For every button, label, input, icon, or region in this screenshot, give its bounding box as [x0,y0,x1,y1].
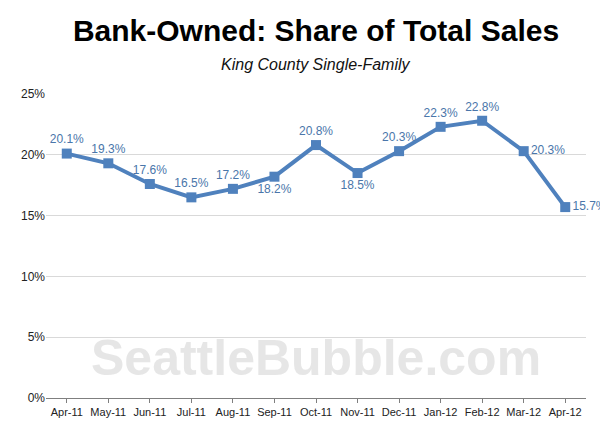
svg-text:17.6%: 17.6% [133,163,167,177]
svg-text:10%: 10% [21,270,45,284]
svg-text:15.7%: 15.7% [572,199,600,213]
svg-text:17.2%: 17.2% [216,168,250,182]
svg-text:0%: 0% [28,391,46,405]
svg-text:20.1%: 20.1% [50,132,84,146]
svg-text:25%: 25% [21,87,45,101]
svg-text:Mar-12: Mar-12 [506,406,541,418]
svg-text:18.5%: 18.5% [341,178,375,192]
svg-text:Apr-11: Apr-11 [51,406,83,418]
svg-text:May-11: May-11 [90,406,126,418]
svg-text:SeattleBubble.com: SeattleBubble.com [91,330,541,386]
svg-text:Dec-11: Dec-11 [382,406,417,418]
svg-text:Oct-11: Oct-11 [300,406,332,418]
svg-text:20.3%: 20.3% [382,130,416,144]
svg-text:Bank-Owned: Share of Total Sal: Bank-Owned: Share of Total Sales [73,14,559,47]
svg-text:Aug-11: Aug-11 [216,406,251,418]
svg-text:20.8%: 20.8% [299,124,333,138]
svg-text:22.8%: 22.8% [465,100,499,114]
svg-text:Jun-11: Jun-11 [133,406,166,418]
svg-text:20.3%: 20.3% [531,143,565,157]
svg-text:Apr-12: Apr-12 [549,406,582,418]
svg-text:20%: 20% [21,148,45,162]
svg-text:Jan-12: Jan-12 [424,406,458,418]
svg-text:Sep-11: Sep-11 [257,406,292,418]
svg-text:15%: 15% [21,209,45,223]
svg-text:Feb-12: Feb-12 [465,406,500,418]
svg-text:Jul-11: Jul-11 [177,406,206,418]
svg-text:19.3%: 19.3% [91,142,125,156]
svg-text:Nov-11: Nov-11 [340,406,375,418]
svg-text:18.2%: 18.2% [257,182,291,196]
svg-text:King County Single-Family: King County Single-Family [221,56,411,73]
svg-text:22.3%: 22.3% [424,106,458,120]
svg-text:5%: 5% [28,330,46,344]
svg-text:16.5%: 16.5% [174,176,208,190]
